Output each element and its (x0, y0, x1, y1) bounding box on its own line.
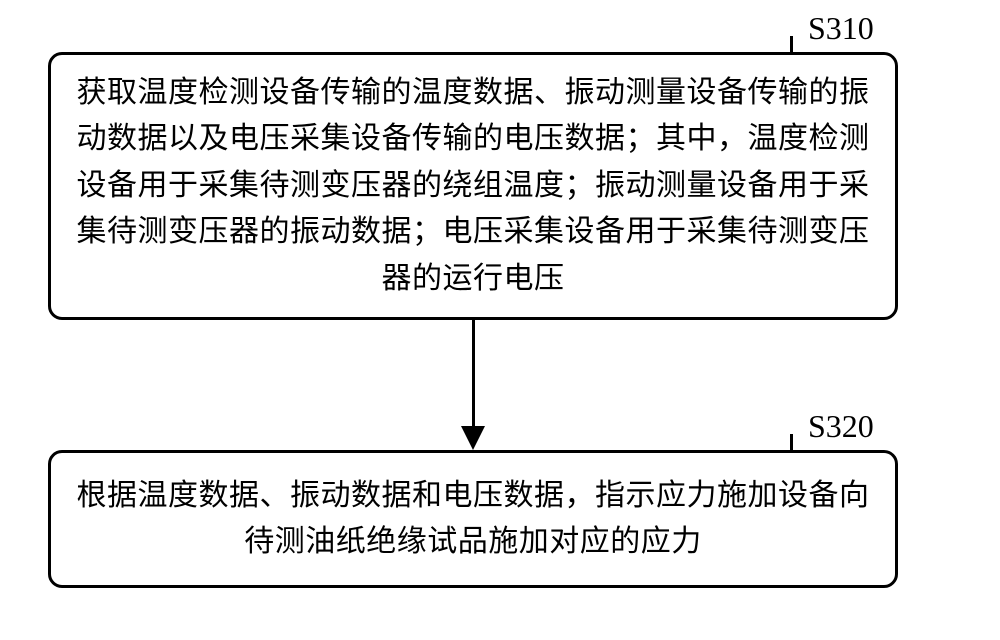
step-text-s320: 根据温度数据、振动数据和电压数据，指示应力施加设备向待测油纸绝缘试品施加对应的应… (75, 473, 871, 566)
step-text-s310: 获取温度检测设备传输的温度数据、振动测量设备传输的振动数据以及电压采集设备传输的… (75, 70, 871, 303)
step-tick-s310 (790, 36, 793, 52)
step-tick-s320 (790, 434, 793, 450)
step-label-s320: S320 (808, 408, 874, 445)
step-box-s310: 获取温度检测设备传输的温度数据、振动测量设备传输的振动数据以及电压采集设备传输的… (48, 52, 898, 320)
flowchart-canvas: S310 获取温度检测设备传输的温度数据、振动测量设备传输的振动数据以及电压采集… (0, 0, 1000, 640)
step-box-s320: 根据温度数据、振动数据和电压数据，指示应力施加设备向待测油纸绝缘试品施加对应的应… (48, 450, 898, 588)
edge-line (472, 320, 475, 428)
step-label-s310: S310 (808, 10, 874, 47)
edge-arrowhead (461, 426, 485, 453)
